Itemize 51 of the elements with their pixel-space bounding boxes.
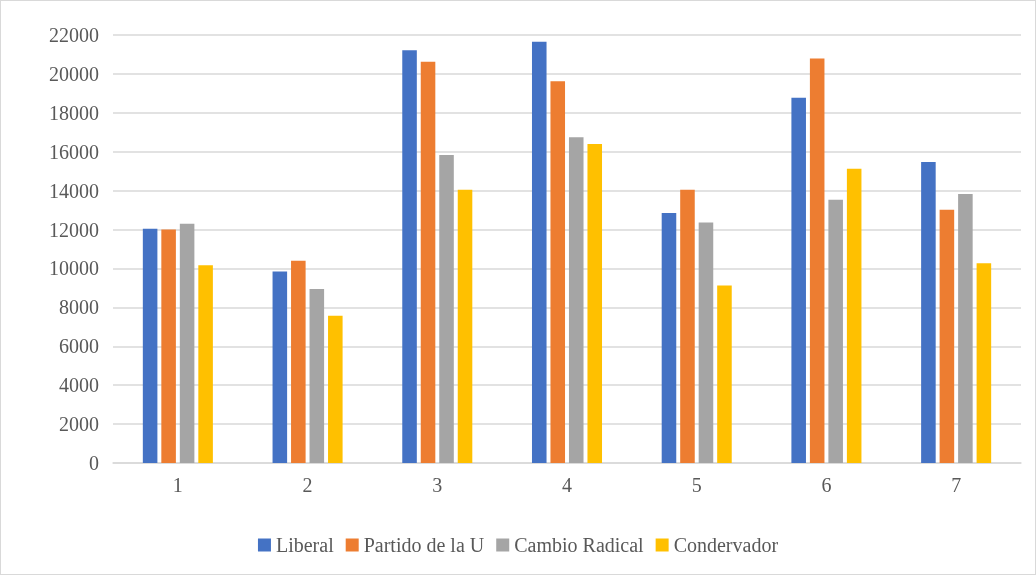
y-tick-label: 6000 <box>59 335 99 358</box>
x-tick-label: 7 <box>951 474 962 496</box>
x-tick-label: 4 <box>562 474 572 496</box>
bar <box>680 189 695 463</box>
bar <box>309 288 325 463</box>
bar <box>457 189 473 463</box>
bar <box>420 61 436 463</box>
bar <box>291 260 306 463</box>
bar <box>328 315 343 463</box>
x-tick-label: 6 <box>821 474 832 496</box>
x-tick-label: 5 <box>691 474 702 496</box>
bar <box>921 162 936 463</box>
bar <box>809 58 825 463</box>
bar <box>661 213 677 463</box>
bar <box>198 265 213 463</box>
bar <box>939 209 955 463</box>
bar <box>161 229 176 463</box>
bar <box>791 97 806 463</box>
y-tick-label: 12000 <box>49 218 99 241</box>
bar <box>272 271 288 463</box>
bar <box>142 228 158 463</box>
bar <box>976 263 992 463</box>
bar <box>846 168 862 463</box>
bar <box>568 137 584 463</box>
y-tick-label: 14000 <box>49 179 99 202</box>
bar <box>698 222 714 463</box>
bar <box>828 199 843 463</box>
bar <box>439 155 454 463</box>
legend-label: Condervador <box>673 534 779 556</box>
bar <box>587 143 603 463</box>
bar <box>402 50 417 463</box>
bar <box>958 193 973 463</box>
y-tick-label: 8000 <box>59 296 99 319</box>
legend-label: Partido de la U <box>363 534 485 556</box>
y-tick-label: 18000 <box>49 101 99 124</box>
y-tick-label: 22000 <box>49 24 99 46</box>
bar <box>531 41 547 463</box>
x-tick-label: 2 <box>302 474 313 496</box>
bar <box>179 223 195 463</box>
y-tick-label: 20000 <box>49 62 99 85</box>
legend-label: Liberal <box>275 534 335 556</box>
bar <box>717 285 732 463</box>
x-tick-label: 3 <box>432 474 443 496</box>
y-tick-label: 10000 <box>49 257 99 280</box>
y-tick-label: 16000 <box>49 140 99 163</box>
y-tick-label: 4000 <box>59 374 99 397</box>
bar <box>550 81 566 463</box>
y-tick-label: 0 <box>89 452 99 474</box>
x-tick-label: 1 <box>172 474 183 496</box>
y-tick-label: 2000 <box>59 413 99 436</box>
legend-label: Cambio Radical <box>514 534 645 556</box>
